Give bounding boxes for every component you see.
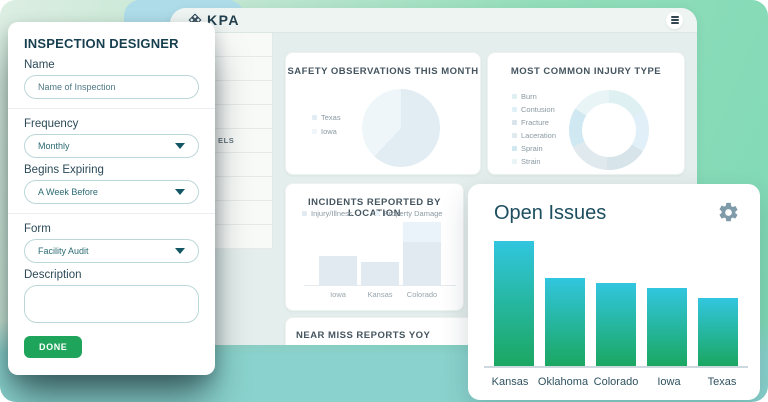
injury-donut-chart bbox=[569, 90, 649, 170]
name-label: Name bbox=[24, 59, 55, 71]
divider bbox=[8, 213, 215, 214]
legend-marker bbox=[512, 94, 517, 99]
panel-title: INSPECTION DESIGNER bbox=[24, 36, 179, 51]
legend-item: Laceration bbox=[512, 131, 556, 140]
done-button[interactable]: DONE bbox=[24, 336, 83, 358]
divider bbox=[8, 108, 215, 109]
card-title: NEAR MISS REPORTS YOY bbox=[296, 330, 431, 341]
kpa-logo-text: KPA bbox=[207, 12, 241, 28]
frequency-select[interactable]: Monthly bbox=[24, 134, 199, 158]
legend-item: Contusion bbox=[512, 105, 556, 114]
incidents-bar-chart bbox=[304, 222, 456, 286]
legend-marker bbox=[312, 115, 317, 120]
open-issues-chart: Kansas Oklahoma Colorado Iowa Texas bbox=[484, 240, 748, 390]
legend-marker bbox=[374, 211, 380, 216]
bar-iowa bbox=[319, 256, 357, 285]
description-label: Description bbox=[24, 269, 82, 281]
safety-pie-chart bbox=[362, 89, 440, 167]
bar-segment-property bbox=[403, 222, 441, 242]
open-issues-bars bbox=[484, 240, 748, 368]
legend-item: Strain bbox=[512, 157, 556, 166]
hamburger-icon bbox=[670, 16, 679, 18]
begins-expiring-label: Begins Expiring bbox=[24, 164, 104, 176]
name-input[interactable] bbox=[24, 75, 199, 99]
legend-item: Sprain bbox=[512, 144, 556, 153]
bar-segment-injury bbox=[319, 256, 357, 285]
bar-colorado bbox=[403, 222, 441, 285]
bar-segment-injury bbox=[361, 262, 399, 285]
bar-oklahoma bbox=[545, 278, 585, 366]
bar-texas bbox=[698, 298, 738, 366]
bar-kansas bbox=[494, 241, 534, 366]
card-injury-type: MOST COMMON INJURY TYPE Burn Contusion F… bbox=[487, 52, 685, 175]
legend-item: Property Damage bbox=[374, 209, 442, 218]
card-title: MOST COMMON INJURY TYPE bbox=[510, 66, 662, 77]
legend-item: Fracture bbox=[512, 118, 556, 127]
open-issues-card: Open Issues Kansas Oklahoma Colorado Iow… bbox=[468, 184, 760, 400]
card-safety-observations: SAFETY OBSERVATIONS THIS MONTH Texas Iow… bbox=[285, 52, 481, 175]
caret-down-icon bbox=[175, 248, 185, 254]
bar-kansas bbox=[361, 262, 399, 285]
legend-marker bbox=[512, 120, 517, 125]
safety-legend: Texas Iowa bbox=[312, 113, 341, 136]
legend-item: Texas bbox=[312, 113, 341, 122]
incidents-legend: Injury/Illness Property Damage bbox=[302, 209, 442, 218]
description-textarea[interactable] bbox=[24, 285, 199, 323]
settings-gear-icon[interactable] bbox=[717, 201, 740, 224]
form-select[interactable]: Facility Audit bbox=[24, 239, 199, 263]
card-title: INCIDENTS REPORTED BY LOCATION bbox=[308, 197, 441, 219]
legend-item: Injury/Illness bbox=[302, 209, 353, 218]
app-header: KPA bbox=[170, 8, 697, 33]
caret-down-icon bbox=[175, 189, 185, 195]
legend-marker bbox=[512, 159, 517, 164]
caret-down-icon bbox=[175, 143, 185, 149]
bar-colorado bbox=[596, 283, 636, 366]
bar-iowa bbox=[647, 288, 687, 366]
legend-item: Iowa bbox=[312, 127, 341, 136]
open-issues-title: Open Issues bbox=[494, 202, 607, 224]
open-issues-axis-labels: Kansas Oklahoma Colorado Iowa Texas bbox=[491, 376, 737, 388]
legend-marker bbox=[312, 129, 317, 134]
bar-segment-injury bbox=[403, 242, 441, 285]
sidebar-row-label: ELS bbox=[218, 136, 235, 145]
legend-marker bbox=[512, 146, 517, 151]
injury-legend: Burn Contusion Fracture Laceration Sprai… bbox=[512, 92, 556, 166]
menu-button[interactable] bbox=[666, 11, 683, 29]
legend-marker bbox=[512, 107, 517, 112]
card-incidents-by-location: INCIDENTS REPORTED BY LOCATION Injury/Il… bbox=[285, 183, 464, 311]
inspection-designer-panel: INSPECTION DESIGNER Name Frequency Month… bbox=[8, 22, 215, 375]
form-label: Form bbox=[24, 223, 51, 235]
legend-marker bbox=[512, 133, 517, 138]
card-title: SAFETY OBSERVATIONS THIS MONTH bbox=[287, 66, 479, 77]
legend-marker bbox=[302, 211, 307, 216]
incidents-axis-labels: Iowa Kansas Colorado bbox=[330, 290, 438, 299]
frequency-label: Frequency bbox=[24, 118, 79, 130]
begins-expiring-select[interactable]: A Week Before bbox=[24, 180, 199, 204]
legend-item: Burn bbox=[512, 92, 556, 101]
